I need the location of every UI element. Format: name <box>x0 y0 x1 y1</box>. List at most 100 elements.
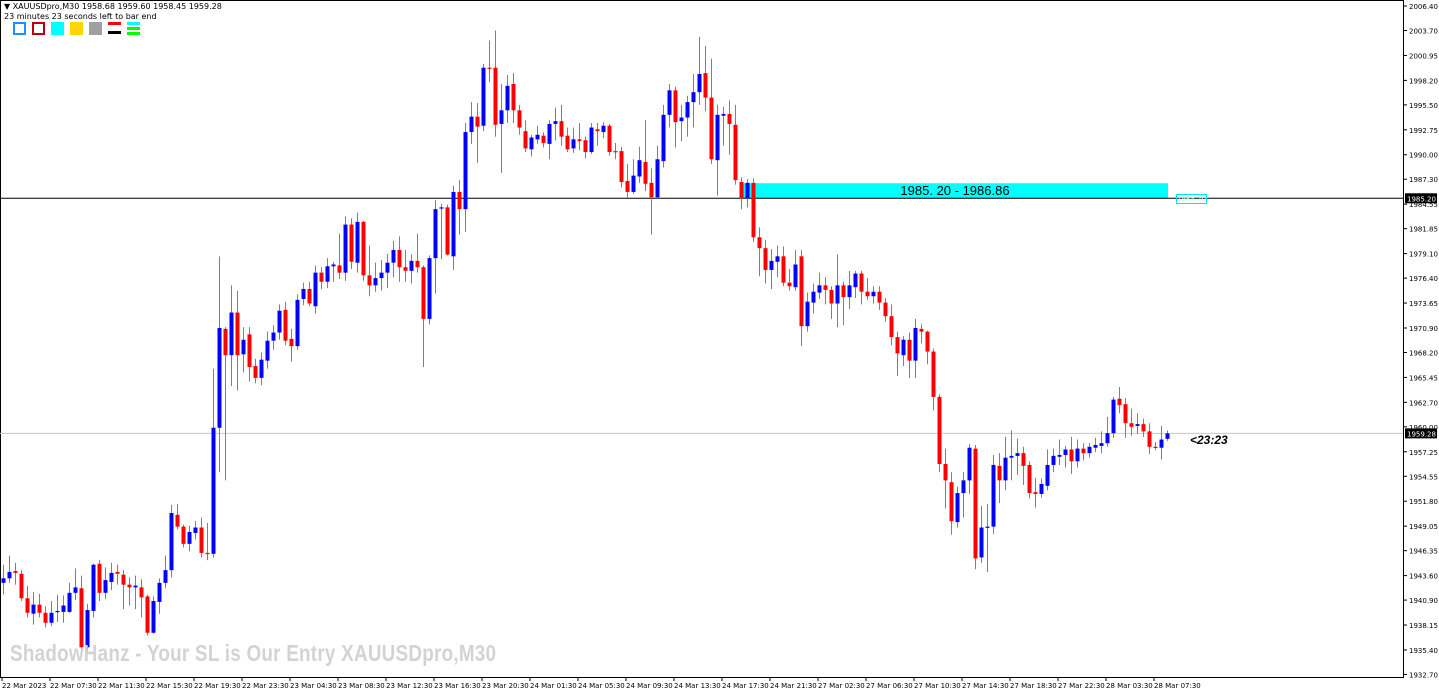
candle <box>301 282 306 306</box>
candle <box>463 123 468 232</box>
candle-body <box>211 427 216 554</box>
candle-body <box>715 114 720 161</box>
candle <box>97 560 102 601</box>
candle-body <box>1063 449 1068 455</box>
candle <box>145 594 150 636</box>
candle-body <box>433 209 438 259</box>
candle <box>559 104 564 146</box>
candle-body <box>757 237 762 249</box>
candle <box>721 106 726 146</box>
candle-body <box>1003 457 1008 481</box>
levels-icon[interactable] <box>127 22 140 35</box>
candle-body <box>1081 448 1086 454</box>
candle-body <box>811 291 816 303</box>
candle-body <box>127 584 132 588</box>
candle <box>151 596 156 634</box>
candle-body <box>199 527 204 553</box>
y-tick-label: 1949.05 <box>1409 523 1438 531</box>
candle <box>1117 386 1122 414</box>
gold-fill-icon[interactable] <box>70 22 83 35</box>
candle-body <box>643 162 648 184</box>
candle-body <box>451 191 456 257</box>
candle <box>217 256 222 473</box>
candle-body <box>835 285 840 304</box>
candle-body <box>595 129 600 132</box>
candle <box>1123 397 1128 438</box>
candle-body <box>1105 433 1110 444</box>
level-price-tag: 1985.20 <box>1407 195 1436 203</box>
candle-body <box>685 102 690 118</box>
candle-body <box>847 285 852 298</box>
collapse-triangle-icon[interactable]: ▼ <box>4 2 11 11</box>
candle <box>877 286 882 310</box>
candle <box>751 178 756 242</box>
x-tick-label: 27 Mar 06:30 <box>866 682 913 690</box>
candle-body <box>649 182 654 198</box>
candle-body <box>463 132 468 210</box>
candle-body <box>163 570 168 583</box>
candle <box>535 125 540 144</box>
candle <box>1063 445 1068 468</box>
bar-countdown-text: 23 minutes 23 seconds left to bar end <box>4 12 157 21</box>
candle-body <box>1057 454 1062 457</box>
candle <box>349 218 354 270</box>
candle-body <box>43 612 48 623</box>
candle-body <box>367 275 372 286</box>
candle <box>823 277 828 305</box>
candle-body <box>49 612 54 623</box>
candle-body <box>139 587 144 598</box>
red-rectangle-icon[interactable] <box>32 22 45 35</box>
candle <box>919 324 924 344</box>
candle <box>583 136 588 159</box>
candle <box>565 127 570 153</box>
supply-demand-zone[interactable] <box>742 183 1168 199</box>
candle <box>961 472 966 518</box>
candle <box>259 352 264 386</box>
candle <box>493 30 498 137</box>
candle <box>115 564 120 585</box>
candle-body <box>295 299 300 347</box>
zone-price-tag[interactable]: 1985.20 <box>1176 194 1207 204</box>
candle <box>637 146 642 183</box>
gray-fill-icon[interactable] <box>89 22 102 35</box>
candle <box>829 286 834 319</box>
y-tick-label: 2006.40 <box>1409 3 1438 11</box>
candle-body <box>427 258 432 319</box>
candle <box>91 563 96 618</box>
blue-rectangle-icon[interactable] <box>13 22 26 35</box>
y-tick-label: 1995.50 <box>1409 102 1438 110</box>
candle <box>487 40 492 83</box>
candle-body <box>487 67 492 69</box>
candle <box>541 132 546 148</box>
candle-body <box>541 135 546 143</box>
candle-body <box>121 574 126 585</box>
candle-body <box>853 273 858 288</box>
drawing-toolbar <box>13 22 140 35</box>
candle <box>475 103 480 163</box>
candle-body <box>823 285 828 290</box>
candle <box>1081 443 1086 461</box>
candle <box>595 123 600 146</box>
candle <box>73 568 78 601</box>
candle-body <box>871 291 876 297</box>
cyan-fill-icon[interactable] <box>51 22 64 35</box>
candle-body <box>205 552 210 555</box>
candle-body <box>415 260 420 268</box>
candle <box>631 159 636 194</box>
candle <box>295 294 300 350</box>
candle <box>757 227 762 277</box>
candle <box>415 233 420 273</box>
candle-body <box>271 332 276 341</box>
candle-body <box>313 272 318 307</box>
candle <box>139 579 144 618</box>
candle-body <box>913 327 918 361</box>
candle <box>79 575 84 650</box>
stripes-icon[interactable] <box>108 22 121 35</box>
candle-body <box>307 288 312 304</box>
candle-body <box>19 573 24 599</box>
candle-body <box>349 224 354 262</box>
candle-body <box>469 116 474 133</box>
candle-body <box>745 182 750 199</box>
candle-body <box>547 123 552 144</box>
